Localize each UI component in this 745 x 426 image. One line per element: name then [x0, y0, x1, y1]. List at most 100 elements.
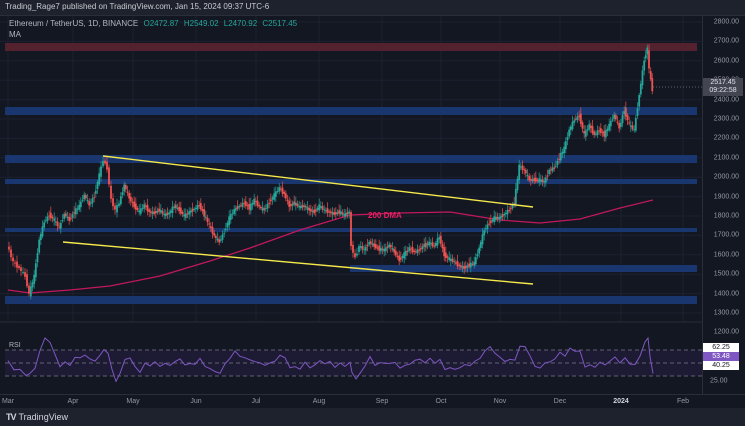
candle-body	[573, 120, 576, 123]
tradingview-brand[interactable]: TV TradingView	[6, 412, 68, 422]
support-zone[interactable]	[5, 155, 697, 163]
support-zone[interactable]	[5, 179, 697, 184]
candle-body	[24, 272, 26, 277]
candle-body	[14, 262, 16, 264]
candle-body	[611, 119, 614, 121]
price-tick: 1900.00	[713, 193, 739, 201]
candle-body	[104, 160, 106, 164]
candle-body	[38, 239, 41, 253]
candle-body	[259, 207, 262, 208]
candle-body	[193, 209, 196, 210]
candle-body	[646, 47, 649, 55]
dma-200-line[interactable]	[7, 199, 654, 294]
price-axis[interactable]: 2800.002700.002600.002500.002400.002300.…	[702, 16, 745, 394]
candle-body	[29, 286, 32, 297]
candle-body	[223, 233, 226, 235]
current-price-tag: 2517.45 09:22:58	[703, 78, 743, 96]
candle-body	[53, 218, 56, 221]
candle-body	[579, 113, 582, 124]
dma-label: 200 DMA	[368, 211, 402, 220]
candle-body	[496, 216, 499, 219]
candle-body	[533, 178, 536, 182]
candle-body	[151, 211, 154, 215]
candle-body	[504, 213, 507, 215]
support-zone[interactable]	[5, 107, 697, 115]
candle-body	[584, 130, 587, 137]
candle-body	[566, 137, 569, 141]
ma-indicator-label[interactable]: MA	[9, 30, 21, 39]
candle-body	[613, 114, 616, 119]
candle-body	[106, 161, 108, 170]
candle-body	[321, 206, 324, 210]
candle-body	[443, 247, 446, 257]
candle-body	[553, 167, 556, 169]
candle-body	[358, 246, 360, 252]
candle-body	[228, 216, 231, 226]
candle-body	[316, 208, 319, 210]
candle-body	[503, 214, 506, 216]
candle-body	[219, 239, 222, 241]
channel-lower-line[interactable]	[62, 241, 534, 285]
candle-body	[581, 122, 584, 129]
chart-legend: Ethereum / TetherUS, 1D, BINANCE O2472.8…	[9, 19, 297, 39]
publish-info-bar: Trading_Rage7 published on TradingView.c…	[0, 0, 745, 16]
candle-body	[174, 204, 177, 209]
candle-body	[158, 208, 161, 212]
candle-body	[224, 228, 227, 230]
resistance-zone[interactable]	[5, 43, 697, 51]
current-price: 2517.45	[710, 79, 736, 86]
candle-body	[411, 246, 414, 253]
candle-body	[206, 217, 209, 223]
time-tick: Jun	[190, 398, 202, 405]
candle-body	[179, 207, 182, 214]
price-tick: 1800.00	[713, 212, 739, 220]
candle-body	[288, 200, 291, 207]
candle-body	[121, 192, 124, 196]
candle-body	[431, 242, 434, 247]
candle-body	[516, 178, 519, 191]
candle-body	[453, 261, 456, 263]
candle-body	[161, 211, 164, 214]
candle-body	[621, 115, 624, 124]
rsi-label[interactable]: RSI	[9, 342, 21, 349]
candle-body	[26, 274, 28, 287]
support-zone[interactable]	[350, 265, 697, 272]
channel-upper-line[interactable]	[102, 155, 534, 208]
candle-body	[46, 216, 49, 221]
candle-body	[403, 252, 406, 259]
support-zone[interactable]	[5, 296, 697, 304]
candle-body	[281, 187, 284, 194]
candle-body	[438, 237, 441, 240]
candle-body	[289, 204, 292, 207]
candle-body	[89, 202, 92, 204]
candle-body	[229, 214, 232, 220]
rsi-line[interactable]	[7, 336, 654, 383]
candle-body	[154, 211, 157, 214]
candle-body	[311, 210, 314, 212]
time-axis[interactable]: Mar Apr May Jun Jul Aug Sep Oct Nov Dec 2024 Feb	[0, 394, 745, 409]
candle-body	[8, 246, 10, 250]
candle-body	[308, 208, 311, 211]
candle-body	[309, 208, 312, 212]
candle-body	[373, 243, 376, 247]
candle-body	[368, 242, 371, 245]
time-tick: Feb	[676, 398, 690, 405]
price-tick: 2300.00	[713, 115, 739, 123]
symbol-label[interactable]: Ethereum / TetherUS, 1D, BINANCE	[9, 19, 139, 28]
candle-body	[258, 205, 261, 207]
candle-body	[464, 266, 467, 269]
candle-body	[643, 60, 646, 71]
candle-body	[428, 241, 431, 246]
candle-body	[494, 216, 497, 220]
candle-body	[476, 254, 479, 257]
candle-body	[543, 181, 546, 183]
candle-body	[306, 207, 309, 210]
candle-body	[383, 248, 386, 252]
candle-body	[294, 202, 297, 206]
price-tick: 2800.00	[713, 18, 739, 26]
candle-body	[274, 191, 277, 197]
candle-body	[234, 208, 237, 211]
candle-body	[261, 207, 264, 211]
candle-body	[246, 205, 249, 207]
